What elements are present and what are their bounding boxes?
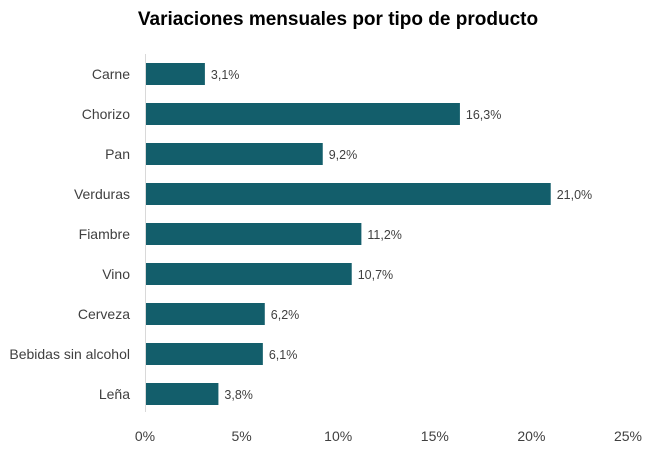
x-tick-label: 5% [231,428,251,444]
x-tick-label: 15% [421,428,449,444]
data-labels: 3,1% 16,3% 9,2% 21,0% 11,2% 10,7% 6,2% 6,1% 3,8% [211,68,592,402]
data-label: 6,2% [271,308,300,322]
data-label: 9,2% [329,148,358,162]
data-label: 3,1% [211,68,240,82]
bars-layer [146,63,551,405]
x-tick-label: 25% [614,428,642,444]
category-label: Carne [92,66,130,82]
category-labels: Carne Chorizo Pan Verduras Fiambre Vino Cervez… [9,66,130,402]
category-label: Pan [105,146,130,162]
category-label: Verduras [74,186,130,202]
x-tick-label: 0% [135,428,155,444]
data-label: 6,1% [269,348,298,362]
data-label: 10,7% [358,268,393,282]
bar [146,263,352,285]
x-tick-label: 10% [324,428,352,444]
category-label: Chorizo [82,106,130,122]
bar [146,223,362,245]
chart-title: Variaciones mensuales por tipo de produc… [138,9,538,30]
x-tick-label: 20% [517,428,545,444]
category-label: Leña [99,386,130,402]
bar [146,343,263,365]
bar [146,383,219,405]
data-label: 21,0% [557,188,592,202]
bar [146,303,265,325]
data-label: 11,2% [367,228,402,242]
data-label: 3,8% [224,388,253,402]
category-label: Vino [102,266,130,282]
bar [146,183,551,205]
bar [146,63,205,85]
x-axis-ticks: 0% 5% 10% 15% 20% 25% [135,428,642,444]
category-label: Cerveza [78,306,130,322]
bar [146,143,323,165]
bar [146,103,460,125]
category-label: Fiambre [79,226,131,242]
data-label: 16,3% [466,108,501,122]
category-label: Bebidas sin alcohol [9,346,130,362]
